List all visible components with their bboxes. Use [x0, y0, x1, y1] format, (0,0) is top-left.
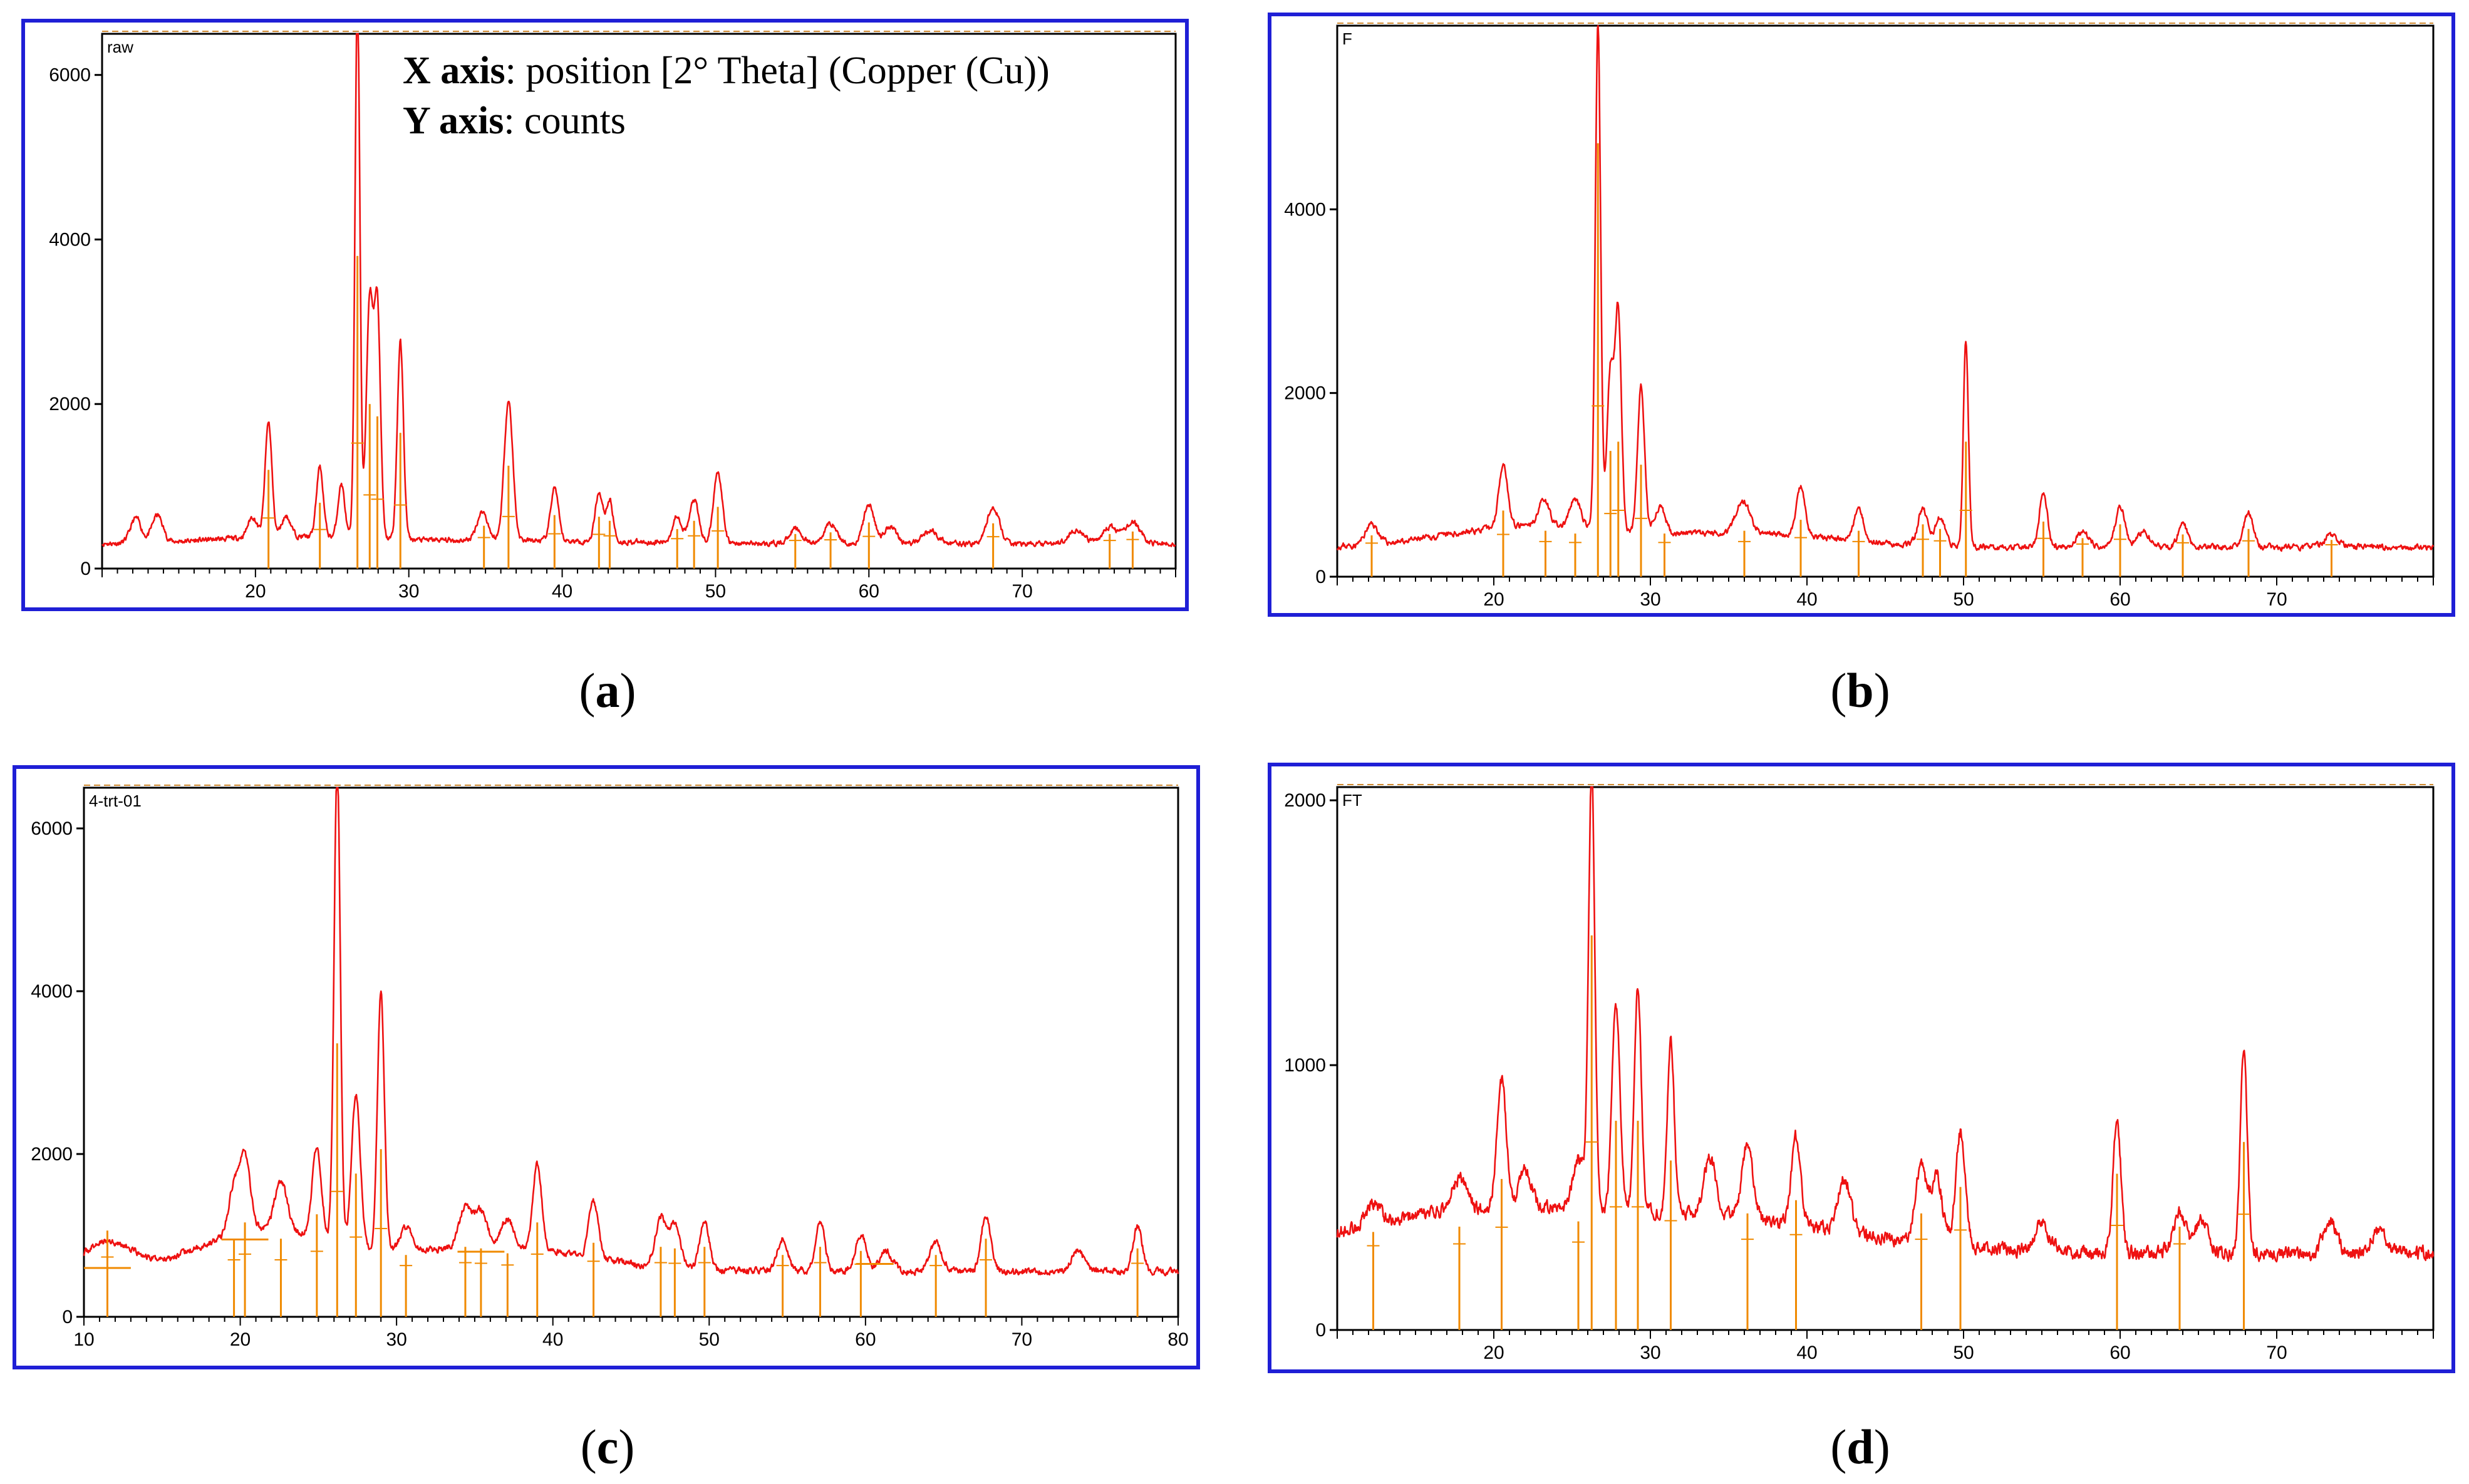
x-tick-label: 20 [1483, 1342, 1504, 1363]
y-tick-label: 2000 [31, 1144, 73, 1165]
y-tick-label: 6000 [31, 818, 73, 839]
x-tick-label: 70 [1012, 581, 1032, 602]
pattern-title: 4-trt-01 [89, 791, 142, 810]
caption-b: (b) [1830, 663, 1890, 718]
panel-b: 0 2000 4000 20 30 40 50 60 70 F [1268, 13, 2455, 617]
y-tick-label: 1000 [1284, 1055, 1326, 1076]
y-axis-annotation-bold: Y axis [403, 100, 504, 142]
y-axis-annotation-text: : counts [504, 100, 626, 142]
xrd-chart-d: 0 1000 2000 20 30 40 50 60 70 FT [1284, 784, 2435, 1363]
y-tick-label: 2000 [49, 394, 91, 415]
y-tick-label: 2000 [1284, 790, 1326, 811]
x-tick-label: 40 [1796, 1342, 1817, 1363]
x-tick-label: 40 [542, 1329, 563, 1350]
x-tick-label: 10 [73, 1329, 94, 1350]
x-tick-label: 30 [398, 581, 419, 602]
diffraction-trace [1336, 24, 2435, 552]
caption-c: (c) [580, 1420, 635, 1474]
pattern-title: FT [1342, 791, 1362, 810]
y-tick-label: 6000 [49, 65, 91, 86]
caption-b-letter: b [1846, 663, 1874, 718]
diffraction-trace [1336, 786, 2435, 1263]
caption-d: (d) [1830, 1420, 1890, 1474]
axis-annotation-x: X axis: position [2° Theta] (Copper (Cu)… [403, 49, 1050, 93]
y-tick-label: 4000 [1284, 199, 1326, 220]
x-tick-label: 20 [1483, 589, 1504, 610]
x-tick-label: 70 [2266, 1342, 2287, 1363]
caption-a-letter: a [595, 663, 620, 718]
x-tick-label: 30 [386, 1329, 406, 1350]
x-tick-label: 60 [855, 1329, 876, 1350]
x-tick-label: 50 [699, 1329, 720, 1350]
x-axis-annotation-text: : position [2° Theta] (Copper (Cu)) [505, 49, 1050, 92]
pattern-title: F [1342, 29, 1352, 48]
diffraction-trace [83, 786, 1179, 1277]
y-tick-label: 0 [1315, 1320, 1326, 1341]
caption-d-letter: d [1846, 1420, 1874, 1474]
x-tick-label: 30 [1640, 589, 1660, 610]
axis-annotation-y: Y axis: counts [403, 99, 626, 143]
x-tick-label: 60 [2109, 1342, 2130, 1363]
x-tick-label: 60 [859, 581, 879, 602]
y-tick-label: 4000 [49, 229, 91, 250]
y-tick-label: 0 [62, 1307, 73, 1327]
y-tick-label: 2000 [1284, 383, 1326, 404]
x-tick-label: 20 [230, 1329, 251, 1350]
plot-frame [83, 786, 1179, 1318]
x-tick-label: 20 [245, 581, 266, 602]
pattern-title: raw [107, 38, 133, 56]
plot-frame [101, 33, 1177, 570]
y-tick-label: 0 [80, 559, 91, 579]
x-tick-label: 40 [1796, 589, 1817, 610]
caption-c-letter: c [596, 1420, 619, 1474]
xrd-chart-b: 0 2000 4000 20 30 40 50 60 70 F [1284, 23, 2435, 610]
panel-c: 0 2000 4000 6000 10 20 30 40 50 60 70 80 4-trt-01 [13, 765, 1200, 1369]
x-tick-label: 40 [552, 581, 572, 602]
x-tick-label: 80 [1167, 1329, 1188, 1350]
xrd-chart-a: 0 2000 4000 6000 20 30 40 50 60 70 raw [49, 31, 1177, 602]
y-tick-label: 4000 [31, 981, 73, 1002]
diffraction-trace [101, 33, 1176, 548]
x-axis-annotation-bold: X axis [403, 49, 505, 92]
plot-frame [1336, 24, 2435, 578]
xrd-chart-c: 0 2000 4000 6000 10 20 30 40 50 60 70 80 4-trt-01 [31, 785, 1189, 1350]
x-tick-label: 50 [1953, 1342, 1974, 1363]
x-tick-label: 50 [705, 581, 726, 602]
panel-d: 0 1000 2000 20 30 40 50 60 70 FT [1268, 763, 2455, 1373]
panel-a: 0 2000 4000 6000 20 30 40 50 60 70 raw [21, 19, 1189, 611]
x-tick-label: 70 [1012, 1329, 1032, 1350]
x-tick-label: 70 [2266, 589, 2287, 610]
y-tick-label: 0 [1315, 567, 1326, 587]
caption-a: (a) [579, 663, 636, 718]
x-tick-label: 30 [1640, 1342, 1660, 1363]
x-tick-label: 50 [1953, 589, 1974, 610]
x-tick-label: 60 [2109, 589, 2130, 610]
